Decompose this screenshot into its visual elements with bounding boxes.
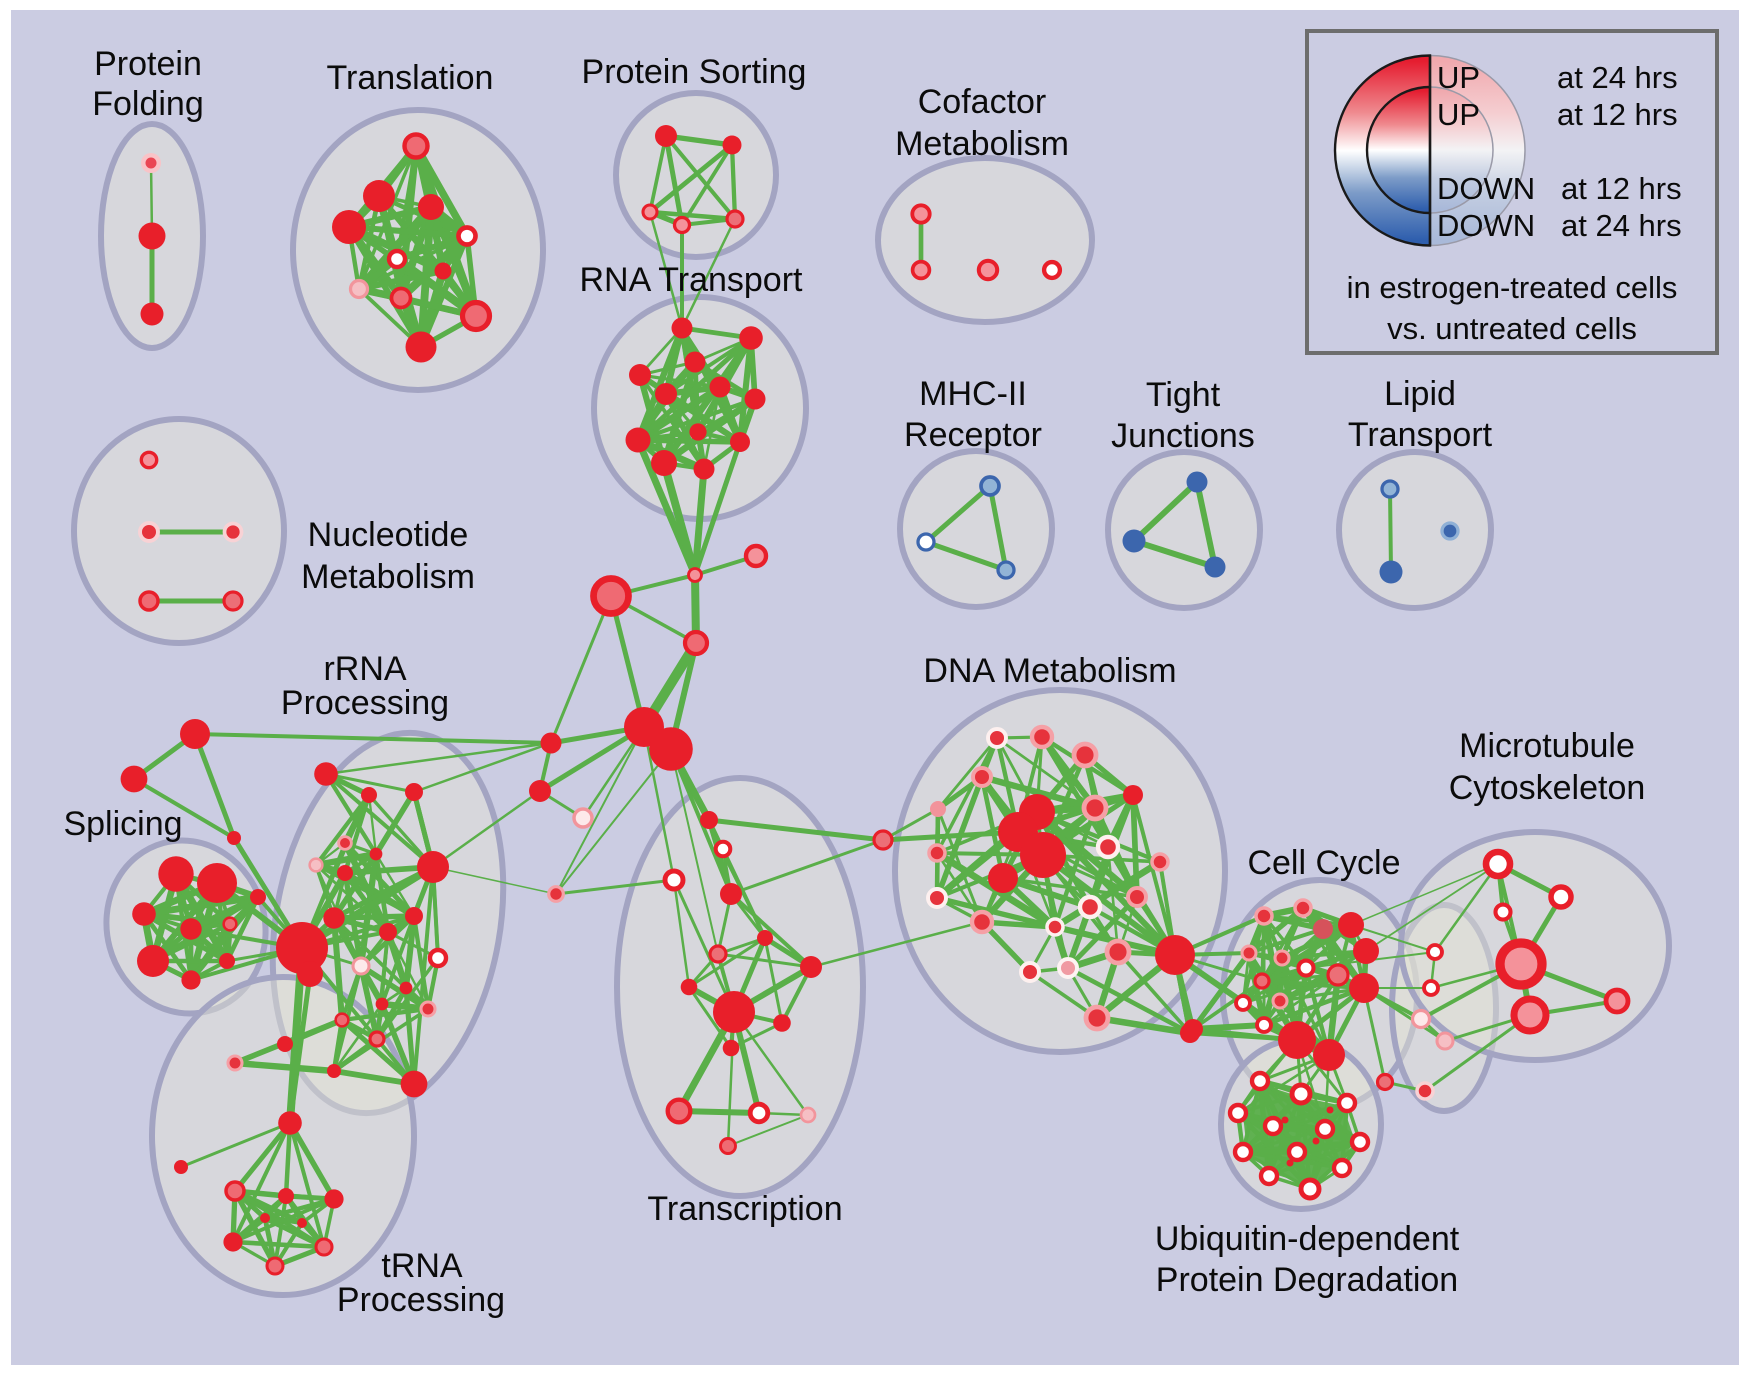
svg-text:at 24 hrs: at 24 hrs <box>1561 208 1682 243</box>
svg-text:Folding: Folding <box>92 85 204 123</box>
svg-text:Protein: Protein <box>94 45 202 83</box>
svg-text:Metabolism: Metabolism <box>301 558 475 596</box>
svg-text:Nucleotide: Nucleotide <box>308 516 469 554</box>
svg-text:Cell Cycle: Cell Cycle <box>1247 844 1400 882</box>
svg-text:at 24 hrs: at 24 hrs <box>1557 60 1678 95</box>
svg-text:rRNA: rRNA <box>323 650 406 688</box>
svg-text:UP: UP <box>1437 60 1480 95</box>
svg-text:Junctions: Junctions <box>1111 417 1255 455</box>
svg-text:RNA Transport: RNA Transport <box>580 261 804 299</box>
svg-text:vs. untreated cells: vs. untreated cells <box>1387 311 1637 346</box>
svg-text:Tight: Tight <box>1146 376 1221 414</box>
svg-text:Translation: Translation <box>327 59 494 97</box>
svg-text:Transcription: Transcription <box>647 1190 842 1228</box>
svg-text:Protein Degradation: Protein Degradation <box>1156 1261 1458 1299</box>
svg-text:Processing: Processing <box>337 1281 505 1319</box>
svg-text:Transport: Transport <box>1348 416 1493 454</box>
svg-text:Protein Sorting: Protein Sorting <box>582 53 807 91</box>
svg-text:MHC-II: MHC-II <box>919 375 1027 413</box>
svg-text:Metabolism: Metabolism <box>895 125 1069 163</box>
svg-text:at 12 hrs: at 12 hrs <box>1557 97 1678 132</box>
svg-text:Lipid: Lipid <box>1384 375 1456 413</box>
svg-text:tRNA: tRNA <box>381 1247 463 1285</box>
svg-text:DOWN: DOWN <box>1437 208 1535 243</box>
svg-text:Cytoskeleton: Cytoskeleton <box>1449 769 1646 807</box>
svg-text:Processing: Processing <box>281 684 449 722</box>
svg-text:at 12 hrs: at 12 hrs <box>1561 171 1682 206</box>
svg-text:Receptor: Receptor <box>904 416 1042 454</box>
svg-text:Microtubule: Microtubule <box>1459 727 1635 765</box>
svg-text:UP: UP <box>1437 97 1480 132</box>
svg-text:Splicing: Splicing <box>63 805 182 843</box>
svg-text:DNA Metabolism: DNA Metabolism <box>923 652 1176 690</box>
svg-text:Cofactor: Cofactor <box>918 83 1047 121</box>
svg-text:in estrogen-treated cells: in estrogen-treated cells <box>1347 270 1678 305</box>
svg-text:Ubiquitin-dependent: Ubiquitin-dependent <box>1155 1220 1460 1258</box>
svg-text:DOWN: DOWN <box>1437 171 1535 206</box>
